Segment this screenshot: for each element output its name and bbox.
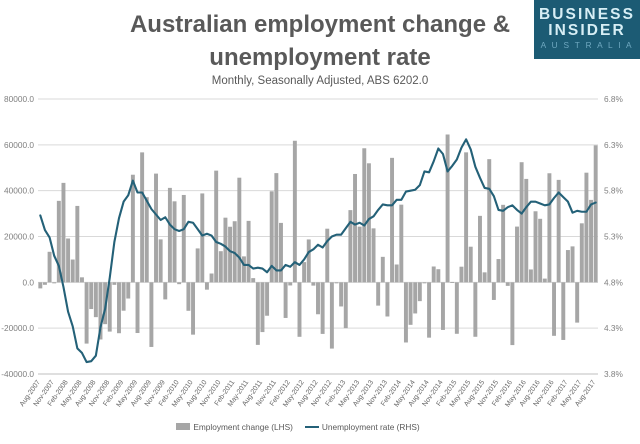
- svg-text:6.8%: 6.8%: [604, 94, 624, 104]
- svg-text:40000.0: 40000.0: [4, 186, 34, 196]
- svg-text:6.3%: 6.3%: [604, 140, 624, 150]
- svg-text:4.3%: 4.3%: [604, 323, 624, 333]
- svg-text:20000.0: 20000.0: [4, 232, 34, 242]
- svg-text:4.8%: 4.8%: [604, 277, 624, 287]
- svg-text:3.8%: 3.8%: [604, 369, 624, 379]
- svg-text:60000.0: 60000.0: [4, 140, 34, 150]
- svg-text:5.8%: 5.8%: [604, 186, 624, 196]
- svg-text:5.3%: 5.3%: [604, 232, 624, 242]
- svg-text:80000.0: 80000.0: [4, 94, 34, 104]
- svg-text:-40000.0: -40000.0: [1, 369, 34, 379]
- svg-text:-20000.0: -20000.0: [1, 323, 34, 333]
- svg-text:0.0: 0.0: [22, 277, 34, 287]
